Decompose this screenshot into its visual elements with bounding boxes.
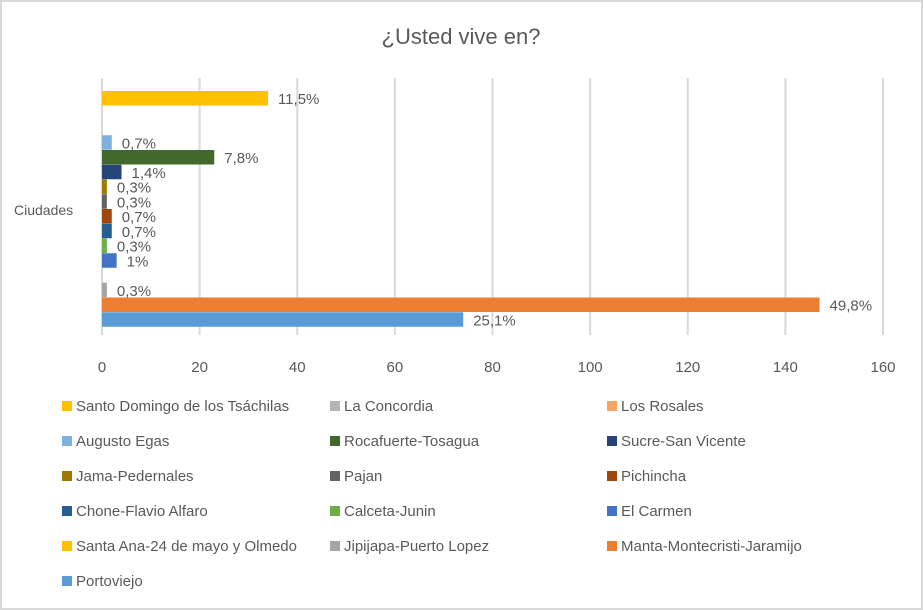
x-tick-label: 160 [870,359,895,376]
legend-label: Augusto Egas [76,433,169,450]
bar [102,312,464,327]
legend-label: Jama-Pedernales [76,468,194,485]
legend-label: Jipijapa-Puerto Lopez [344,538,489,555]
bar [102,297,820,312]
legend-label: Pichincha [621,468,687,485]
data-label: 11,5% [278,91,319,108]
legend-swatch [607,436,617,446]
bar [102,209,112,224]
legend-label: El Carmen [621,503,692,520]
data-label: 0,3% [117,180,151,197]
data-label: 1,4% [132,165,166,182]
chart-title: ¿Usted vive en? [382,24,541,49]
bar [102,164,122,180]
legend-swatch [62,436,72,446]
data-label: 49,8% [830,298,873,315]
bar [102,135,112,150]
legend-swatch [330,436,340,446]
legend-item: El Carmen [607,503,692,520]
data-label: 0,7% [122,135,156,152]
category-label: Ciudades [14,202,73,218]
data-label: 0,7% [122,224,156,241]
legend-item: Pajan [330,468,382,485]
legend-item: La Concordia [330,398,434,415]
legend-label: Santa Ana-24 de mayo y Olmedo [76,538,297,555]
x-tick-label: 60 [387,359,404,376]
bar [102,238,107,253]
legend-item: Augusto Egas [62,433,169,450]
legend-label: Rocafuerte-Tosagua [344,433,480,450]
legend-item: Los Rosales [607,398,704,415]
legend-item: Calceta-Junin [330,503,436,520]
legend-item: Manta-Montecristi-Jaramijo [607,538,802,555]
bar [102,150,215,165]
legend-label: Calceta-Junin [344,503,436,520]
legend-swatch [330,506,340,516]
legend-label: Chone-Flavio Alfaro [76,503,208,520]
data-label: 1% [127,253,149,270]
legend-item: Santo Domingo de los Tsáchilas [62,398,289,415]
x-tick-label: 140 [773,359,798,376]
legend-item: Chone-Flavio Alfaro [62,503,208,520]
legend-item: Jama-Pedernales [62,468,194,485]
legend-item: Portoviejo [62,573,143,590]
x-tick-label: 40 [289,359,306,376]
data-label: 25,1% [473,312,516,329]
legend-item: Pichincha [607,468,687,485]
legend-swatch [607,401,617,411]
legend-swatch [607,471,617,481]
legend-item: Sucre-San Vicente [607,433,746,450]
legend-item: Santa Ana-24 de mayo y Olmedo [62,538,297,555]
legend-swatch [62,506,72,516]
data-label: 0,3% [117,194,151,211]
x-tick-label: 80 [484,359,501,376]
legend-swatch [62,541,72,551]
legend-label: Manta-Montecristi-Jaramijo [621,538,802,555]
bar [102,223,112,239]
bar [102,194,107,209]
data-label: 0,3% [117,283,151,300]
bar [102,282,107,298]
bar [102,179,107,194]
legend-swatch [62,471,72,481]
legend-label: Portoviejo [76,573,143,590]
legend-label: Sucre-San Vicente [621,433,746,450]
data-label: 0,7% [122,209,156,226]
bar [102,253,117,268]
legend-label: Los Rosales [621,398,704,415]
bar [102,91,268,106]
legend-swatch [62,576,72,586]
x-tick-label: 120 [675,359,700,376]
legend-item: Rocafuerte-Tosagua [330,433,480,450]
legend-swatch [330,471,340,481]
legend-swatch [607,541,617,551]
legend-swatch [330,541,340,551]
x-tick-label: 0 [98,359,106,376]
legend-label: La Concordia [344,398,434,415]
legend-label: Pajan [344,468,382,485]
legend-swatch [62,401,72,411]
data-label: 7,8% [224,150,258,167]
x-tick-label: 20 [191,359,208,376]
legend-label: Santo Domingo de los Tsáchilas [76,398,289,415]
x-tick-label: 100 [578,359,603,376]
data-label: 0,3% [117,239,151,256]
legend-swatch [607,506,617,516]
legend-swatch [330,401,340,411]
legend-item: Jipijapa-Puerto Lopez [330,538,489,555]
